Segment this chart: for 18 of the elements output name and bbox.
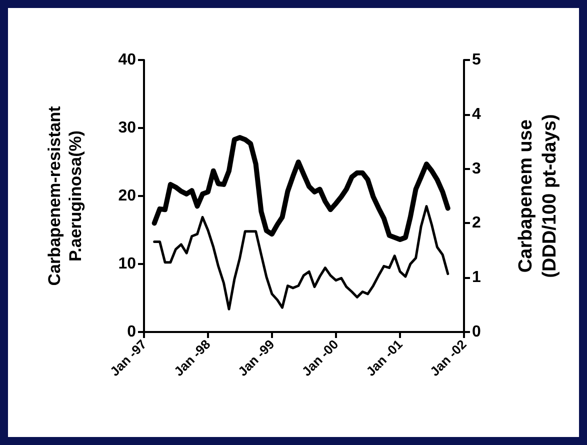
x-tick-label: Jan -99 (234, 336, 278, 379)
y2-axis-title: Carbapenem use (DDD/100 pt-days) (516, 114, 560, 278)
y-tick-label: 40 (118, 52, 136, 68)
y-axis-title: Carbapenem-resistant P.aeruginosa(%) (45, 106, 85, 286)
y2-tick-label: 1 (472, 269, 481, 286)
x-tick-label: Jan -00 (298, 336, 342, 379)
y-tick-label: 20 (118, 188, 136, 204)
y2-tick-label: 0 (472, 324, 481, 340)
y2-tick-label: 4 (472, 106, 481, 123)
y2-tick-label: 5 (472, 52, 481, 68)
y-tick-label: 30 (118, 120, 136, 136)
y2-tick-label: 2 (472, 214, 481, 232)
x-tick-label: Jan -02 (427, 336, 470, 379)
x-tick-label: Jan -98 (171, 336, 214, 379)
line-series (153, 205, 450, 310)
y2-tick-label: 3 (472, 160, 481, 178)
y-tick-label: 10 (118, 256, 136, 272)
x-tick-label: Jan -01 (363, 336, 406, 379)
